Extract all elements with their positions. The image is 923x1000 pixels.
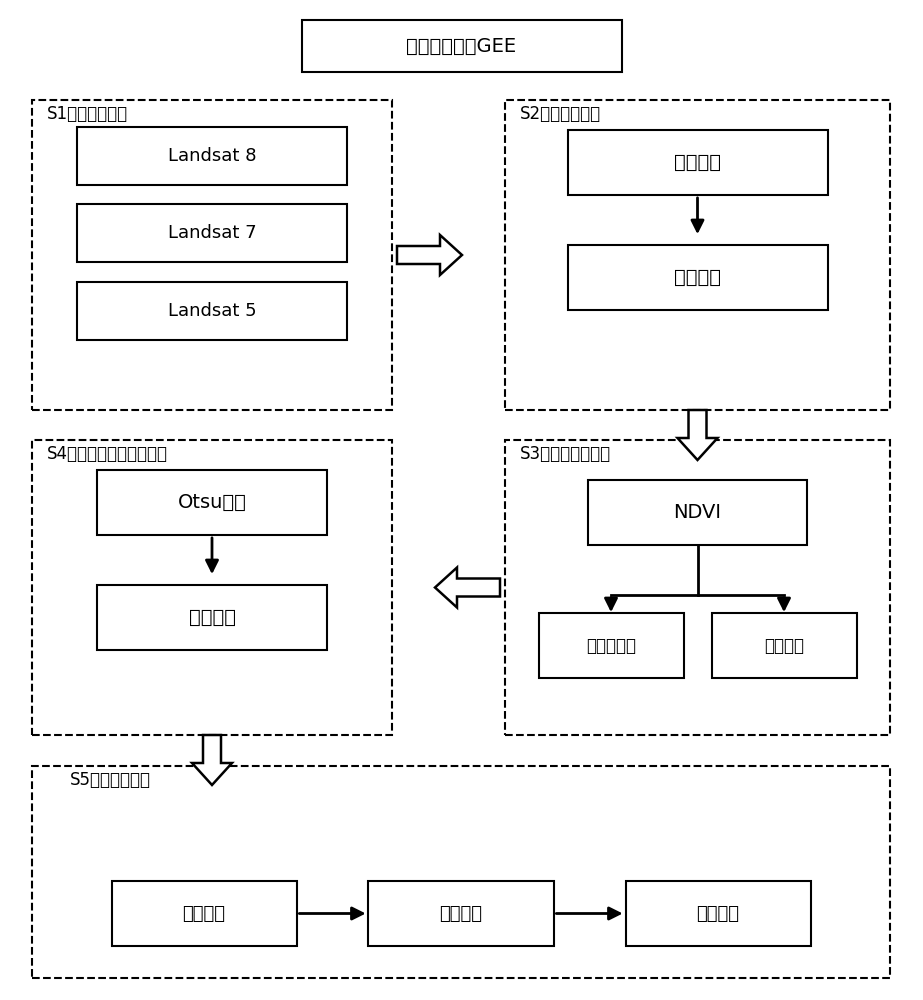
Text: 谷歌地球引擎GEE: 谷歌地球引擎GEE — [406, 37, 517, 56]
FancyBboxPatch shape — [112, 881, 296, 946]
Polygon shape — [677, 410, 717, 460]
Text: 质量验证: 质量验证 — [697, 904, 739, 922]
FancyBboxPatch shape — [538, 613, 684, 678]
Text: S4、图像分割与边缘检测: S4、图像分割与边缘检测 — [47, 445, 168, 463]
FancyBboxPatch shape — [97, 470, 327, 535]
FancyBboxPatch shape — [712, 613, 857, 678]
Text: S5、图像后处理: S5、图像后处理 — [70, 771, 151, 789]
Polygon shape — [435, 568, 500, 607]
Text: 影像去云: 影像去云 — [674, 153, 721, 172]
Text: Landsat 8: Landsat 8 — [168, 147, 257, 165]
Text: 植被区域: 植被区域 — [764, 637, 804, 654]
Text: Landsat 7: Landsat 7 — [168, 224, 257, 242]
FancyBboxPatch shape — [368, 881, 554, 946]
Text: 影像融合: 影像融合 — [674, 268, 721, 287]
FancyBboxPatch shape — [568, 245, 828, 310]
FancyBboxPatch shape — [77, 204, 347, 262]
Polygon shape — [397, 235, 462, 275]
Text: S1、选择数据源: S1、选择数据源 — [47, 105, 128, 123]
FancyBboxPatch shape — [302, 20, 621, 72]
Text: Landsat 5: Landsat 5 — [168, 302, 257, 320]
FancyBboxPatch shape — [626, 881, 810, 946]
Text: 高程限制: 高程限制 — [183, 904, 225, 922]
FancyBboxPatch shape — [97, 585, 327, 650]
FancyBboxPatch shape — [588, 480, 808, 545]
FancyBboxPatch shape — [568, 130, 828, 195]
FancyBboxPatch shape — [77, 282, 347, 340]
Text: 边缘检测: 边缘检测 — [188, 608, 235, 627]
Text: 边界清理: 边界清理 — [439, 904, 483, 922]
Text: S2、影像预处理: S2、影像预处理 — [520, 105, 601, 123]
Text: NDVI: NDVI — [674, 503, 722, 522]
Polygon shape — [192, 735, 232, 785]
Text: S3、提取植被区域: S3、提取植被区域 — [520, 445, 611, 463]
Text: Otsu分析: Otsu分析 — [177, 493, 246, 512]
Text: 非植被区域: 非植被区域 — [586, 637, 636, 654]
FancyBboxPatch shape — [77, 127, 347, 185]
